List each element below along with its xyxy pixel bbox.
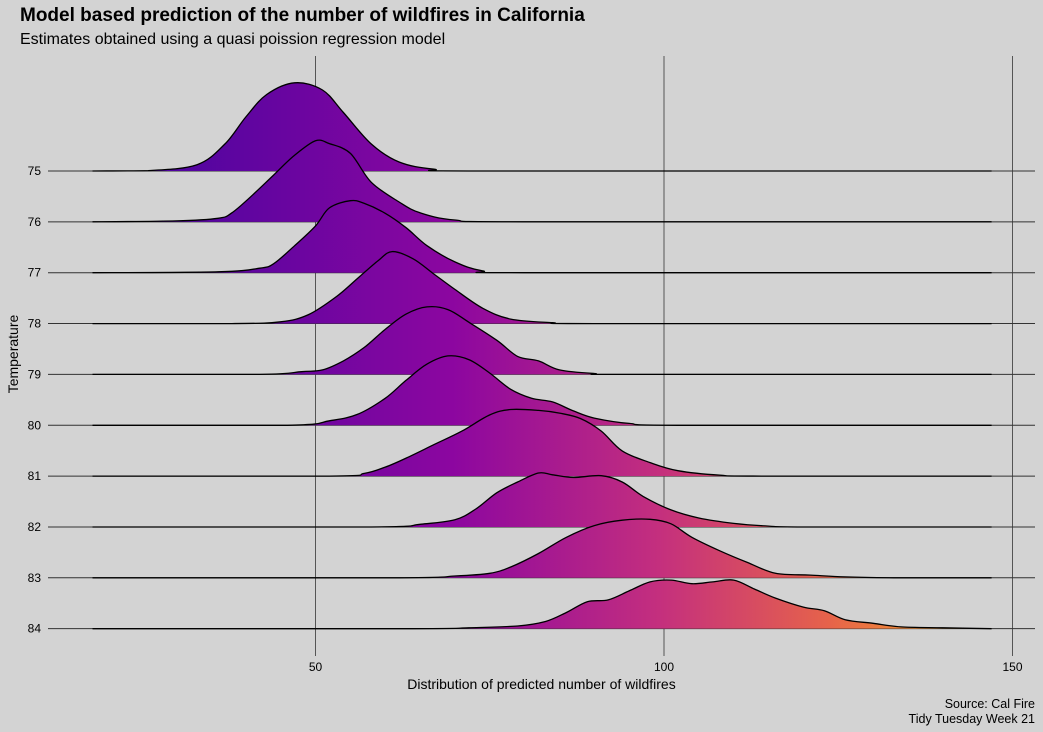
y-tick-label-77: 77 [28,266,42,280]
ridge-outline-77 [92,199,992,274]
ridges-layer [92,82,992,630]
y-tick-label-78: 78 [28,317,42,331]
ridge-outline-84 [92,579,992,630]
ridge-area-82 [92,472,992,527]
chart-subtitle: Estimates obtained using a quasi poissio… [20,31,446,48]
ridge-area-83 [92,519,992,578]
chart-title: Model based prediction of the number of … [20,5,585,26]
ridge-area-81 [92,409,992,477]
chart-caption: Source: Cal Fire Tidy Tuesday Week 21 [909,697,1035,727]
caption-source: Source: Cal Fire [944,697,1035,711]
y-tick-label-76: 76 [28,215,42,229]
y-tick-label-82: 82 [28,520,42,534]
ridge-outline-75 [92,82,992,172]
y-tick-label-75: 75 [28,164,42,178]
y-tick-label-84: 84 [28,622,42,636]
x-tick-label-100: 100 [654,660,674,674]
x-tick-label-150: 150 [1002,660,1022,674]
ridge-area-79 [92,306,992,375]
y-tick-label-79: 79 [28,367,42,381]
ridge-area-75 [92,82,992,171]
x-axis-label: Distribution of predicted number of wild… [407,676,676,692]
ridge-outline-80 [92,355,992,426]
ridge-outline-83 [92,518,992,579]
y-tick-label-81: 81 [28,469,42,483]
ridge-outline-81 [92,408,992,477]
caption-week: Tidy Tuesday Week 21 [908,712,1035,726]
ridge-outline-79 [92,305,992,376]
ridge-outline-78 [92,250,992,325]
x-tick-label-50: 50 [309,660,323,674]
y-axis-label: Temperature [5,314,21,394]
ridge-area-78 [92,251,992,324]
ridge-area-76 [92,140,992,222]
y-tick-label-80: 80 [28,418,42,432]
y-tick-label-83: 83 [28,571,42,585]
ridge-outline-82 [92,472,992,528]
ridge-outline-76 [92,139,992,223]
tick-labels-layer: 50 100 150 75 76 77 78 79 80 81 82 83 84 [28,164,1023,674]
ridge-area-77 [92,200,992,273]
ridge-area-84 [92,579,992,629]
